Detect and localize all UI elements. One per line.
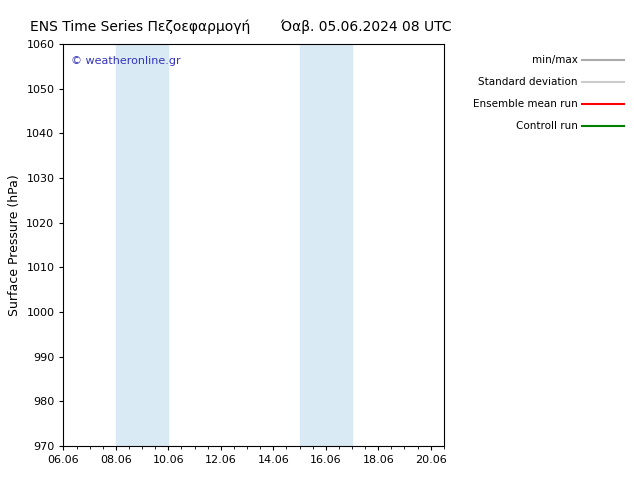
- Text: Ensemble mean run: Ensemble mean run: [473, 99, 578, 109]
- Text: Standard deviation: Standard deviation: [479, 77, 578, 87]
- Text: ENS Time Series Πεζοεφαρμογή       Όαβ. 05.06.2024 08 UTC: ENS Time Series Πεζοεφαρμογή Όαβ. 05.06.…: [30, 20, 452, 34]
- Y-axis label: Surface Pressure (hPa): Surface Pressure (hPa): [8, 174, 21, 316]
- Bar: [116, 44, 169, 446]
- Text: min/max: min/max: [532, 55, 578, 65]
- Bar: [299, 44, 352, 446]
- Text: © weatheronline.gr: © weatheronline.gr: [71, 56, 181, 66]
- Text: Controll run: Controll run: [516, 121, 578, 131]
